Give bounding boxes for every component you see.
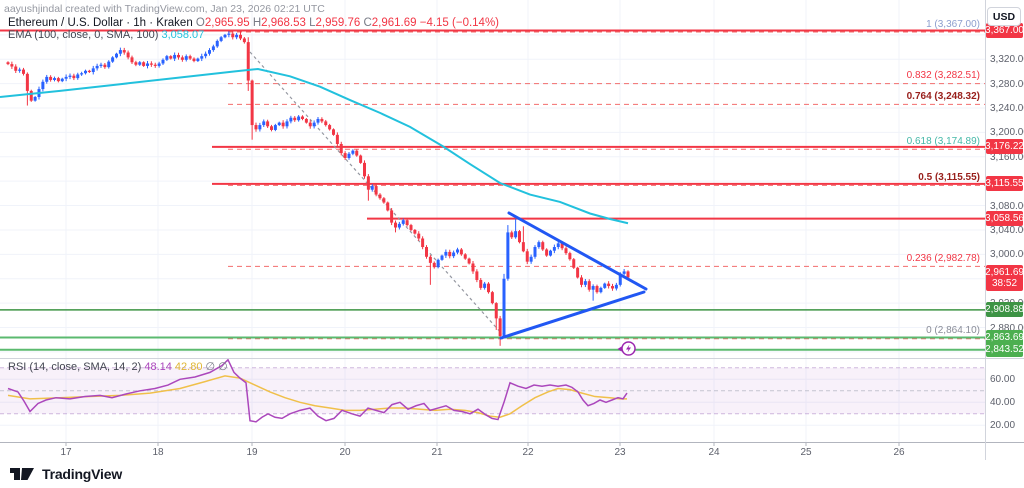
price-axis-label: 3,160.00 bbox=[990, 151, 1024, 163]
tradingview-logo-text: TradingView bbox=[42, 466, 123, 482]
rsi-axis-label: 20.00 bbox=[990, 420, 1016, 432]
triangle-trendline[interactable] bbox=[499, 290, 646, 340]
price-badge: 3,176.22 bbox=[985, 139, 1024, 155]
price-axis-label: 3,240.00 bbox=[990, 102, 1024, 114]
fib-level-label: 0.5 (3,115.55) bbox=[918, 171, 980, 183]
fib-level-label: 0.832 (3,282.51) bbox=[906, 70, 980, 82]
price-badge: 3,058.56 bbox=[985, 211, 1024, 227]
fib-level-label: 0.764 (3,248.32) bbox=[906, 90, 980, 102]
price-axis-label: 3,040.00 bbox=[990, 224, 1024, 236]
currency-toggle-button[interactable]: USD bbox=[987, 7, 1021, 26]
candles[interactable] bbox=[6, 30, 630, 346]
fib-level-label: 0 (2,864.10) bbox=[926, 325, 980, 337]
rsi-sma-line bbox=[7, 375, 627, 419]
price-badge: 2,863.69 bbox=[985, 329, 1024, 345]
price-badge: 3,115.55 bbox=[985, 176, 1024, 192]
price-axis-label: 3,000.00 bbox=[990, 249, 1024, 261]
price-chart-canvas[interactable] bbox=[0, 0, 1024, 460]
price-axis-label: 3,200.00 bbox=[990, 127, 1024, 139]
time-axis-label: 22 bbox=[522, 447, 534, 458]
time-axis-label: 26 bbox=[893, 447, 905, 458]
time-axis-label: 17 bbox=[60, 447, 72, 458]
rsi-axis-label: 40.00 bbox=[990, 397, 1016, 409]
tradingview-logo[interactable]: TradingView bbox=[10, 464, 122, 484]
price-axis-label: 2,880.00 bbox=[990, 322, 1024, 334]
price-axis-label: 3,080.00 bbox=[990, 200, 1024, 212]
fib-level-label: 1 (3,367.00) bbox=[926, 18, 980, 30]
rsi-line bbox=[7, 358, 628, 423]
ema-line[interactable] bbox=[0, 67, 629, 225]
triangle-trendline[interactable] bbox=[507, 211, 648, 291]
time-axis-label: 24 bbox=[708, 447, 720, 458]
time-axis-label: 23 bbox=[614, 447, 626, 458]
time-axis-label: 21 bbox=[431, 447, 443, 458]
price-badge: 2,908.88 bbox=[985, 302, 1024, 318]
rsi-axis-label: 60.00 bbox=[990, 374, 1016, 386]
price-axis-label: 3,280.00 bbox=[990, 78, 1024, 90]
price-badge: 3,367.00 bbox=[985, 23, 1024, 39]
fib-level-label: 0.618 (3,174.89) bbox=[906, 135, 980, 147]
tradingview-logo-icon bbox=[10, 468, 34, 480]
price-badge: 2,843.52 bbox=[985, 342, 1024, 358]
price-axis-label: 3,320.00 bbox=[990, 54, 1024, 66]
time-axis-label: 18 bbox=[152, 447, 164, 458]
time-axis-label: 25 bbox=[800, 447, 812, 458]
time-axis-label: 20 bbox=[339, 447, 351, 458]
price-badge: 2,961.69 38:52 bbox=[985, 264, 1024, 291]
fib-level-label: 0.236 (2,982.78) bbox=[906, 252, 980, 264]
time-axis-label: 19 bbox=[246, 447, 258, 458]
